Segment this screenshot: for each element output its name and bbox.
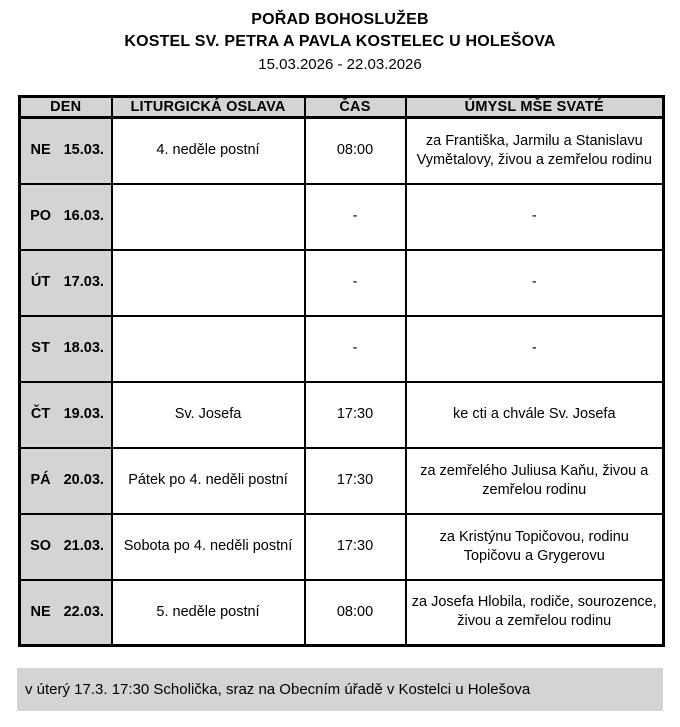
table-row: NE 22.03. 5. neděle postní 08:00 za Jose… — [18, 578, 665, 647]
intention-cell: za Františka, Jarmilu a Stanislavu Vymět… — [404, 116, 665, 185]
time-cell: - — [303, 248, 407, 317]
page-header: POŘAD BOHOSLUŽEB KOSTEL SV. PETRA A PAVL… — [0, 0, 680, 76]
column-header-celebration: LITURGICKÁ OSLAVA — [110, 95, 306, 119]
intention-cell: - — [404, 248, 665, 317]
intention-cell: - — [404, 182, 665, 251]
page-title: POŘAD BOHOSLUŽEB — [251, 11, 429, 28]
celebration-cell: 4. neděle postní — [110, 116, 306, 185]
column-header-intention: ÚMYSL MŠE SVATÉ — [404, 95, 665, 119]
day-abbreviation: ST — [31, 340, 50, 356]
day-cell: ST 18.03. — [18, 314, 113, 383]
church-name: KOSTEL SV. PETRA A PAVLA KOSTELEC U HOLE… — [124, 33, 556, 50]
intention-cell: - — [404, 314, 665, 383]
celebration-cell: Sv. Josefa — [110, 380, 306, 449]
intention-cell: za Kristýnu Topičovou, rodinu Topičovu a… — [404, 512, 665, 581]
table-row: ST 18.03. - - — [18, 314, 665, 383]
celebration-cell — [110, 182, 306, 251]
day-abbreviation: PO — [30, 208, 52, 224]
day-cell: ČT 19.03. — [18, 380, 113, 449]
table-row: ÚT 17.03. - - — [18, 248, 665, 317]
table-row: ČT 19.03. Sv. Josefa 17:30 ke cti a chvá… — [18, 380, 665, 449]
time-cell: 17:30 — [303, 446, 407, 515]
day-date: 20.03. — [63, 472, 104, 488]
day-date: 21.03. — [63, 538, 104, 554]
celebration-cell — [110, 248, 306, 317]
intention-cell: za Josefa Hlobila, rodiče, sourozence, ž… — [404, 578, 665, 647]
table-row: SO 21.03. Sobota po 4. neděli postní 17:… — [18, 512, 665, 581]
time-cell: - — [303, 314, 407, 383]
mass-schedule-table: DEN LITURGICKÁ OSLAVA ČAS ÚMYSL MŠE SVAT… — [18, 95, 665, 647]
day-cell: PO 16.03. — [18, 182, 113, 251]
time-cell: 17:30 — [303, 380, 407, 449]
table-row: PÁ 20.03. Pátek po 4. neděli postní 17:3… — [18, 446, 665, 515]
footer-note: v úterý 17.3. 17:30 Scholička, sraz na O… — [17, 668, 663, 711]
table-header-row: DEN LITURGICKÁ OSLAVA ČAS ÚMYSL MŠE SVAT… — [18, 95, 665, 119]
day-cell: NE 22.03. — [18, 578, 113, 647]
day-date: 17.03. — [63, 274, 104, 290]
day-abbreviation: ÚT — [30, 274, 51, 290]
day-date: 22.03. — [63, 603, 104, 620]
time-cell: - — [303, 182, 407, 251]
table-body: NE 15.03. 4. neděle postní 08:00 za Fran… — [18, 116, 665, 647]
column-header-time: ČAS — [303, 95, 407, 119]
day-abbreviation: ČT — [30, 406, 51, 422]
celebration-cell — [110, 314, 306, 383]
column-header-day: DEN — [18, 95, 113, 119]
day-cell: NE 15.03. — [18, 116, 113, 185]
celebration-cell: 5. neděle postní — [110, 578, 306, 647]
day-cell: SO 21.03. — [18, 512, 113, 581]
date-range: 15.03.2026 - 22.03.2026 — [258, 56, 422, 73]
time-cell: 08:00 — [303, 116, 407, 185]
day-date: 15.03. — [63, 142, 104, 159]
day-date: 16.03. — [63, 208, 104, 224]
intention-cell: za zemřelého Juliusa Kaňu, živou a zemře… — [404, 446, 665, 515]
day-abbreviation: NE — [30, 603, 51, 620]
celebration-cell: Sobota po 4. neděli postní — [110, 512, 306, 581]
day-abbreviation: NE — [30, 142, 51, 159]
intention-cell: ke cti a chvále Sv. Josefa — [404, 380, 665, 449]
day-abbreviation: PÁ — [30, 472, 51, 488]
celebration-cell: Pátek po 4. neděli postní — [110, 446, 306, 515]
table-row: NE 15.03. 4. neděle postní 08:00 za Fran… — [18, 116, 665, 185]
time-cell: 08:00 — [303, 578, 407, 647]
time-cell: 17:30 — [303, 512, 407, 581]
day-cell: PÁ 20.03. — [18, 446, 113, 515]
day-date: 19.03. — [63, 406, 104, 422]
day-date: 18.03. — [63, 340, 104, 356]
day-cell: ÚT 17.03. — [18, 248, 113, 317]
day-abbreviation: SO — [30, 538, 52, 554]
table-row: PO 16.03. - - — [18, 182, 665, 251]
